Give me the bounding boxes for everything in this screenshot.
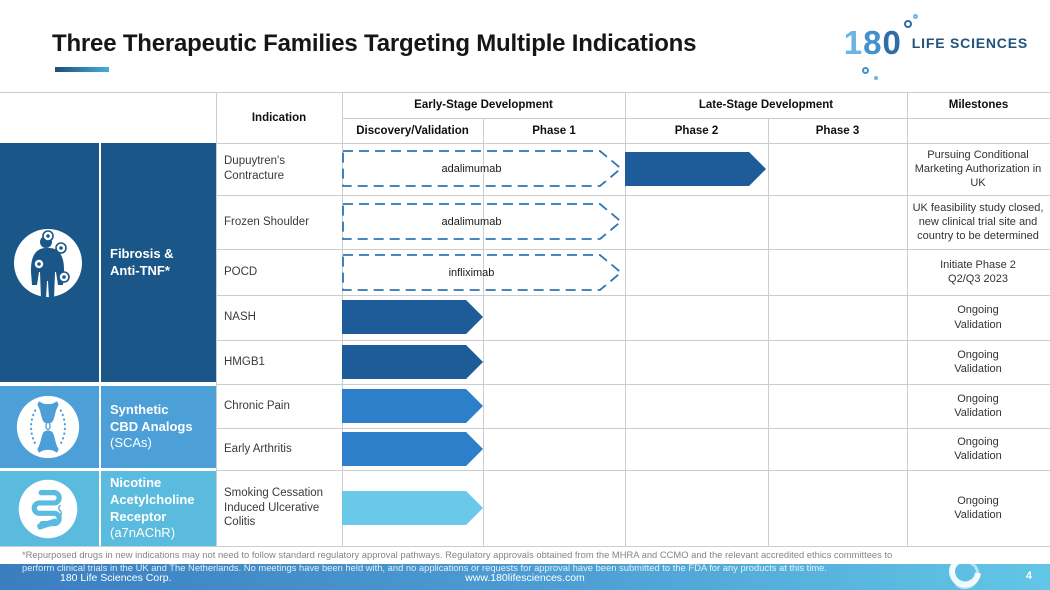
grid-line xyxy=(216,92,217,546)
logo-bubble-icon xyxy=(903,20,912,28)
grid-line xyxy=(342,118,1050,119)
indication-nash: NASH xyxy=(224,311,256,324)
family-synthetic-cbd-analogs: Synthetic CBD Analogs (SCAs) xyxy=(0,386,216,468)
logo-bubble-icon xyxy=(861,67,869,74)
pipeline-bar-dashed-infliximab: infliximab xyxy=(342,254,623,291)
indication-pocd: POCD xyxy=(224,265,258,278)
pipeline-bar-smoking-cessation xyxy=(342,491,483,525)
grid-line xyxy=(216,249,1050,250)
pipeline-bar-phase2-dupuytrens xyxy=(625,152,766,186)
family-label-nicotine: Nicotine Acetylcholine Receptor (a7nAChR… xyxy=(110,471,210,546)
logo-180-icon: 180 xyxy=(844,14,918,80)
family-suffix: (SCAs) xyxy=(110,435,152,451)
bar-label: adalimumab xyxy=(441,215,502,228)
grid-line xyxy=(0,546,1050,547)
swirl-logo-icon xyxy=(948,555,982,590)
logo-wordmark: LIFE SCIENCES xyxy=(911,35,1028,51)
col-header-late-stage: Late-Stage Development xyxy=(698,99,834,111)
milestone-hmgb1: Ongoing Validation xyxy=(954,348,1002,375)
col-header-indication: Indication xyxy=(251,111,307,124)
body-target-icon xyxy=(12,143,84,382)
indication-hmgb1: HMGB1 xyxy=(224,355,265,368)
footer-website: www.180lifesciences.com xyxy=(465,572,585,584)
divider xyxy=(99,471,101,546)
pipeline-bar-dashed-adalimumab: adalimumab xyxy=(342,150,623,187)
grid-line xyxy=(216,428,1050,429)
grid-line xyxy=(625,92,626,546)
grid-line xyxy=(768,118,769,546)
indication-dupuytrens-contracture: Dupuytren's Contracture xyxy=(224,155,286,182)
milestone-chronic-pain: Ongoing Validation xyxy=(954,392,1002,419)
milestone-dupuytrens: Pursuing Conditional Marketing Authoriza… xyxy=(914,148,1042,190)
footer-company: 180 Life Sciences Corp. xyxy=(60,572,172,584)
pipeline-bar-nash xyxy=(342,300,483,334)
milestone-pocd: Initiate Phase 2 Q2/Q3 2023 xyxy=(940,258,1016,285)
grid-line xyxy=(216,384,1050,385)
grid-line xyxy=(216,195,1050,196)
bar-label: infliximab xyxy=(448,266,495,279)
pipeline-bar-early-arthritis xyxy=(342,432,483,466)
logo-bubble-icon xyxy=(873,76,878,80)
pipeline-bar-hmgb1 xyxy=(342,345,483,379)
company-logo: 180 LIFE SCIENCES xyxy=(844,14,1028,80)
grid-line xyxy=(483,118,484,546)
family-nicotine-acetylcholine-receptor: Nicotine Acetylcholine Receptor (a7nAChR… xyxy=(0,471,216,546)
family-name: Synthetic CBD Analogs xyxy=(110,401,193,434)
grid-line xyxy=(0,143,1050,144)
indication-chronic-pain: Chronic Pain xyxy=(224,399,290,412)
page-title: Three Therapeutic Families Targeting Mul… xyxy=(52,30,697,57)
col-header-phase1: Phase 1 xyxy=(532,124,576,137)
intestine-icon xyxy=(12,471,84,546)
logo-bubble-icon xyxy=(912,14,918,19)
title-underline xyxy=(55,67,109,72)
family-name: Nicotine Acetylcholine Receptor xyxy=(110,474,195,524)
divider xyxy=(99,386,101,468)
footer-bar xyxy=(0,564,1050,590)
grid-line xyxy=(907,92,908,546)
family-label-cbd: Synthetic CBD Analogs (SCAs) xyxy=(110,386,210,468)
col-header-phase2: Phase 2 xyxy=(674,124,719,137)
milestone-smoking-cessation: Ongoing Validation xyxy=(954,494,1002,521)
footnote-line1: *Repurposed drugs in new indications may… xyxy=(22,549,893,560)
grid-line xyxy=(216,340,1050,341)
col-header-phase3: Phase 3 xyxy=(815,124,860,137)
col-header-discovery: Discovery/Validation xyxy=(356,124,469,137)
joint-icon xyxy=(12,386,84,468)
bar-label: adalimumab xyxy=(441,162,502,175)
pipeline-bar-chronic-pain xyxy=(342,389,483,423)
grid-line xyxy=(216,295,1050,296)
grid-line xyxy=(0,92,1050,93)
family-label-fibrosis: Fibrosis & Anti-TNF* xyxy=(110,143,210,382)
indication-early-arthritis: Early Arthritis xyxy=(224,442,292,455)
family-fibrosis-anti-tnf: Fibrosis & Anti-TNF* xyxy=(0,143,216,382)
family-name: Fibrosis & Anti-TNF* xyxy=(110,245,174,278)
pipeline-bar-dashed-adalimumab: adalimumab xyxy=(342,203,623,240)
indication-smoking-cessation-uc: Smoking Cessation Induced Ulcerative Col… xyxy=(224,486,324,529)
page-number: 4 xyxy=(1025,570,1032,582)
col-header-early-stage: Early-Stage Development xyxy=(414,99,553,111)
milestone-early-arthritis: Ongoing Validation xyxy=(954,435,1002,462)
family-suffix: (a7nAChR) xyxy=(110,525,176,541)
col-header-milestones: Milestones xyxy=(948,99,1009,111)
divider xyxy=(99,143,101,382)
footnote-line2: perform clinical trials in the UK and Th… xyxy=(22,562,827,573)
indication-frozen-shoulder: Frozen Shoulder xyxy=(224,215,310,228)
milestone-frozen-shoulder: UK feasibility study closed, new clinica… xyxy=(912,201,1044,243)
milestone-nash: Ongoing Validation xyxy=(954,304,1002,331)
grid-line xyxy=(216,470,1050,471)
